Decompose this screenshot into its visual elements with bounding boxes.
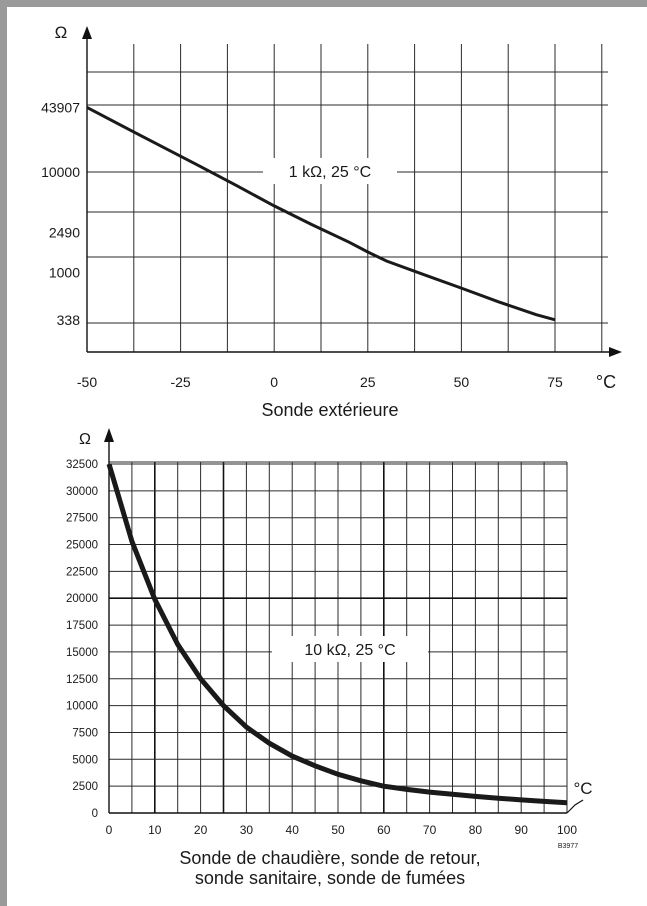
x-tick-label: 75 (547, 374, 563, 390)
y-tick-label: 5000 (72, 754, 98, 766)
y-tick-label: 1000 (49, 265, 80, 281)
y-axis-label: Ω (55, 23, 68, 42)
x-tick-label: 25 (360, 374, 376, 390)
y-axis-arrow (82, 26, 92, 39)
y-tick-label: 17500 (66, 620, 98, 632)
x-tick-label: 90 (515, 823, 529, 837)
x-tick-label: 40 (286, 823, 300, 837)
chart-title: Sonde de chaudière, sonde de retour, sond… (179, 848, 480, 888)
chart-sonde-exterieure: 43907 10000 2490 1000 338 -50 -25 0 25 50 75 Ω °C 1 k… (41, 23, 622, 420)
x-axis-arrow (609, 347, 622, 357)
x-tick-label: 0 (106, 823, 113, 837)
x-tick-label: -50 (77, 374, 97, 390)
y-tick-label: 27500 (66, 513, 98, 525)
y-tick-label: 2500 (72, 781, 98, 793)
series-line (106, 463, 568, 806)
curve-annotation: 1 kΩ, 25 °C (289, 164, 371, 181)
annotation-backdrop (263, 158, 397, 184)
annotation-backdrop (272, 636, 428, 662)
y-tick-label: 32500 (66, 459, 98, 471)
chart-title-line: sonde sanitaire, sonde de fumées (195, 868, 465, 888)
x-tick-label: 50 (454, 374, 470, 390)
y-tick-label: 30000 (66, 486, 98, 498)
y-tick-label: 12500 (66, 674, 98, 686)
x-tick-label: 20 (194, 823, 208, 837)
x-tick-label: 30 (240, 823, 254, 837)
y-tick-label: 43907 (41, 99, 80, 115)
x-axis-leader (566, 799, 584, 814)
chart-sonde-chaudiere: 0 2500 5000 7500 10000 12500 15000 17500 20000 22… (66, 428, 593, 888)
y-tick-label: 0 (92, 808, 98, 820)
y-tick-label: 338 (57, 312, 81, 328)
y-tick-label: 2490 (49, 225, 80, 241)
y-tick-label: 25000 (66, 540, 98, 552)
y-tick-label: 15000 (66, 647, 98, 659)
y-tick-label: 10000 (66, 701, 98, 713)
y-tick-label: 22500 (66, 566, 98, 578)
y-axis-label: Ω (79, 431, 91, 448)
chart-title: Sonde extérieure (261, 400, 398, 420)
x-tick-label: 80 (469, 823, 483, 837)
x-axis-label: °C (596, 372, 616, 392)
x-tick-label: 100 (557, 823, 577, 837)
y-tick-label: 10000 (41, 164, 80, 180)
reference-code: B3977 (558, 843, 578, 850)
curve-annotation: 10 kΩ, 25 °C (304, 642, 395, 659)
x-tick-label: 0 (270, 374, 278, 390)
chart-title-line: Sonde de chaudière, sonde de retour, (179, 848, 480, 868)
series-line (86, 106, 556, 322)
x-tick-label: 70 (423, 823, 437, 837)
y-tick-label: 20000 (66, 593, 98, 605)
y-tick-label: 7500 (72, 727, 98, 739)
x-tick-label: -25 (170, 374, 190, 390)
x-tick-label: 50 (331, 823, 345, 837)
x-axis-label: °C (573, 779, 592, 798)
x-tick-label: 10 (148, 823, 162, 837)
x-tick-label: 60 (377, 823, 391, 837)
y-axis-arrow (104, 428, 114, 442)
